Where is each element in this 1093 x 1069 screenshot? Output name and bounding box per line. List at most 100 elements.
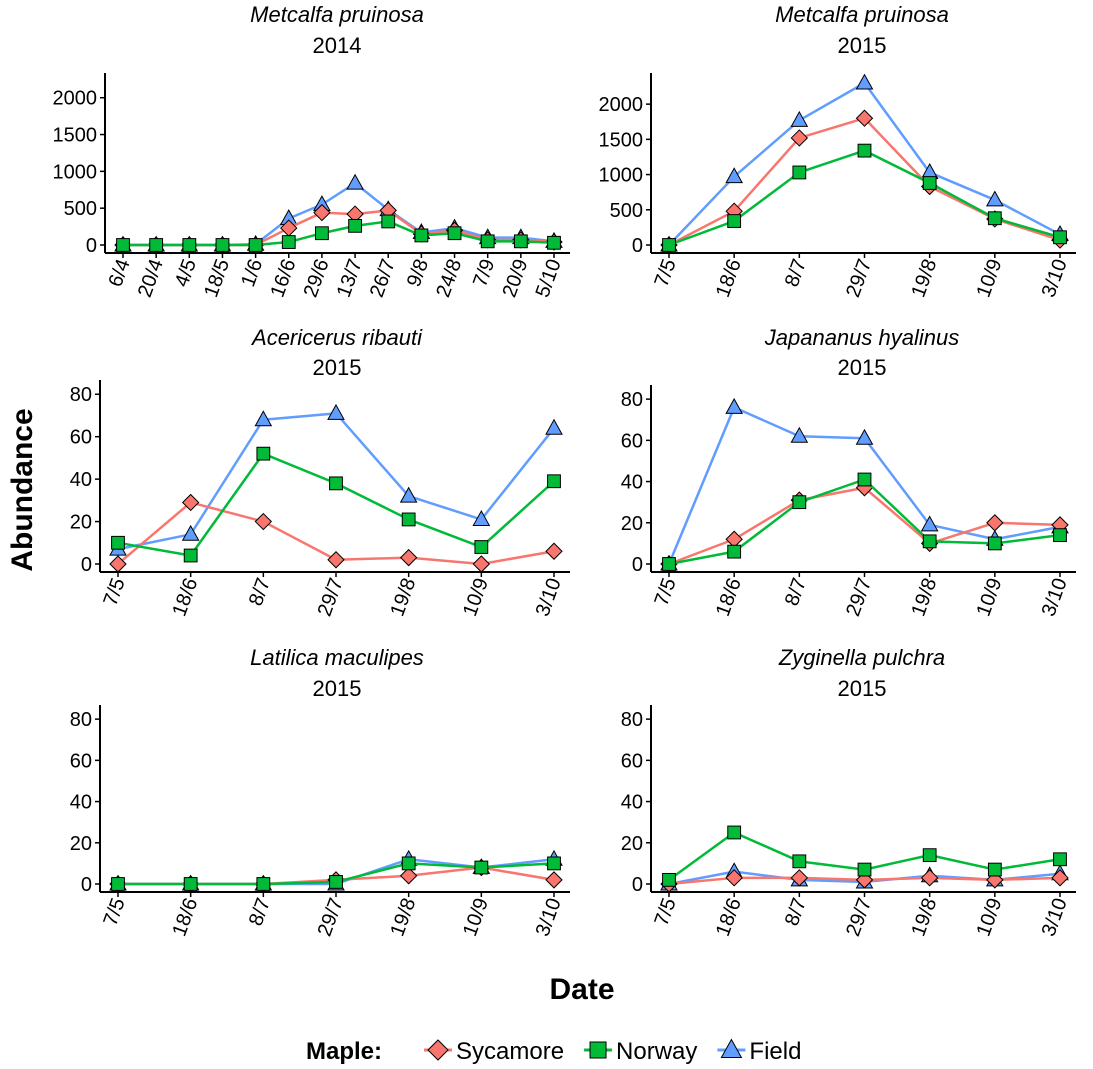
data-point-norway [857,862,872,877]
y-tick-label: 20 [70,512,92,534]
panel-title: Metcalfa pruinosa [775,2,949,27]
data-point-norway [315,226,329,241]
panel-subtitle: 2015 [313,355,362,380]
data-point-norway [215,238,230,252]
legend-label: Field [749,1038,801,1065]
x-tick-label: 9/8 [403,256,433,290]
data-point-norway [662,872,676,887]
x-tick-label: 19/8 [907,256,941,300]
data-point-norway [447,226,462,241]
data-point-norway [547,474,561,489]
data-point-norway [922,534,937,549]
data-point-norway [987,862,1002,877]
data-point-sycamore [472,555,491,573]
y-tick-label: 60 [621,430,643,452]
data-point-sycamore [920,869,939,887]
legend-marker [720,1038,743,1058]
x-tick-label: 7/9 [469,256,499,290]
data-point-norway [662,557,676,571]
data-point-norway [727,825,742,840]
panel-1: Metcalfa pruinosa 2014 0 500 1000 1500 2000 6/4… [53,2,570,300]
x-tick-label: 5/10 [532,256,566,300]
data-point-norway [281,235,296,249]
data-point-field [254,410,273,427]
data-point-norway [922,176,937,190]
series-norway [111,856,561,891]
legend-marker [589,1041,607,1059]
x-tick-label: 18/6 [168,575,202,619]
data-point-field [855,73,874,90]
data-point-norway [662,238,676,252]
y-tick-label: 80 [70,709,92,731]
y-tick-label: 80 [621,389,643,411]
x-axis-label: Date [549,973,614,1006]
panel-subtitle: 2015 [838,33,887,58]
y-tick-label: 0 [632,554,643,576]
y-tick-label: 1000 [599,165,644,187]
data-point-sycamore [545,871,563,889]
data-point-sycamore [254,512,273,531]
y-tick-label: 0 [632,874,643,896]
data-point-norway [329,476,343,491]
x-tick-label: 8/7 [781,575,811,609]
data-point-sycamore [855,109,874,127]
series-line-norway [668,149,1061,247]
y-tick-label: 60 [70,750,92,772]
series-sycamore [109,493,563,573]
data-point-sycamore [313,203,331,222]
data-point-norway [401,856,416,871]
x-tick-label: 29/6 [300,256,334,300]
panel-2: Metcalfa pruinosa 2015 0 500 1000 1500 2000 7/5… [599,2,1076,300]
panel-title: Metcalfa pruinosa [250,2,424,27]
panel-4: Japananus hyalinus 2015 0 20 40 60 80 7/5 18/6 8/… [621,325,1076,619]
data-point-norway [256,446,271,461]
x-tick-label: 19/8 [386,575,420,619]
data-point-norway [1053,528,1067,543]
data-point-sycamore [399,548,418,567]
data-point-field [790,426,809,443]
x-tick-label: 18/6 [712,575,746,619]
data-point-norway [547,856,561,871]
x-tick-label: 10/9 [459,895,493,939]
data-point-norway [256,877,271,891]
panel-subtitle: 2015 [838,355,887,380]
panel-6: Zyginella pulchra 2015 0 20 40 60 80 7/5 18/6 8/7… [621,645,1076,939]
panel-3: Acericerus ribauti 2015 0 20 40 60 80 7/5 18/6 8/… [70,325,570,619]
y-tick-label: 80 [70,384,92,406]
data-point-field [790,110,809,127]
data-point-sycamore [181,493,200,512]
x-tick-label: 10/9 [459,575,493,619]
data-point-sycamore [790,869,809,887]
data-point-sycamore [1051,869,1069,887]
x-tick-label: 7/5 [100,575,130,609]
x-tick-label: 18/5 [200,256,234,300]
x-tick-label: 18/6 [168,895,202,939]
y-tick-label: 1500 [599,129,644,151]
data-point-norway [474,860,489,875]
panel-title: Zyginella pulchra [778,645,945,670]
x-tick-label: 6/4 [105,256,135,290]
series-sycamore [660,479,1069,573]
x-tick-label: 8/7 [245,895,275,929]
y-tick-label: 40 [621,792,643,814]
data-point-norway [116,238,130,252]
x-tick-label: 7/5 [100,895,130,929]
panel-subtitle: 2015 [838,676,887,701]
panel-5: Latilica maculipes 2015 0 20 40 60 80 7/5 18/6 8/… [70,645,570,939]
data-point-field [985,190,1004,207]
x-tick-label: 13/7 [333,256,367,300]
x-tick-label: 29/7 [314,895,348,939]
y-tick-label: 2000 [599,94,644,116]
data-point-sycamore [725,869,743,887]
y-tick-label: 80 [621,709,643,731]
panel-title: Latilica maculipes [250,645,424,670]
data-point-norway [111,877,125,891]
series-norway [662,472,1067,571]
x-tick-label: 20/9 [499,256,533,300]
y-tick-label: 1000 [53,161,98,183]
y-tick-label: 500 [64,198,97,220]
x-tick-label: 29/7 [842,256,876,300]
data-point-field [181,524,200,541]
x-tick-label: 18/6 [712,256,746,300]
